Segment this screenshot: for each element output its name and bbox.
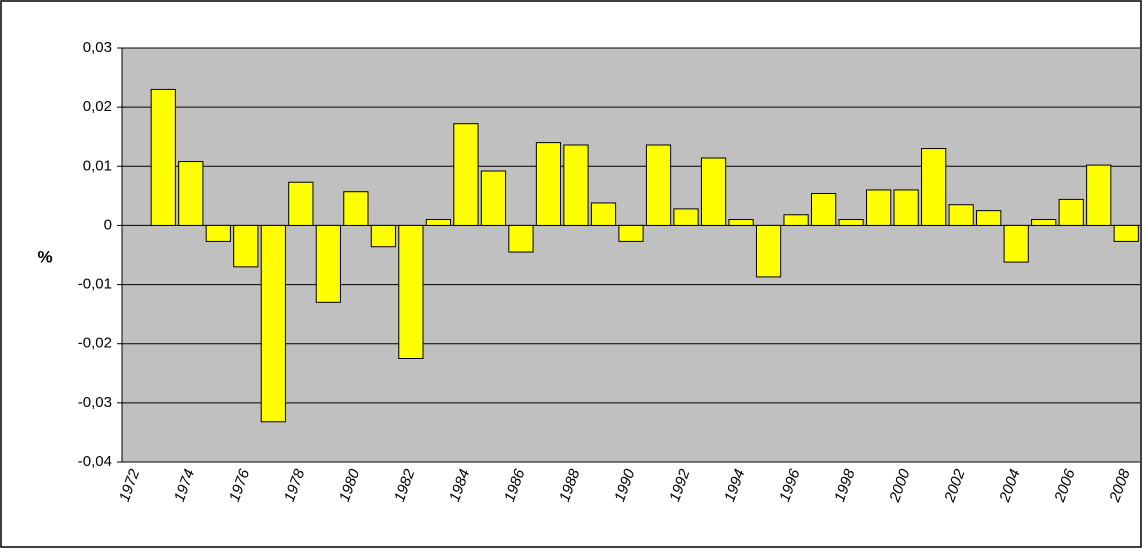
bar xyxy=(233,224,259,268)
bar xyxy=(1031,219,1057,226)
bar xyxy=(893,189,919,226)
bar xyxy=(921,148,947,226)
bar xyxy=(508,224,534,253)
bar xyxy=(783,214,809,226)
bar xyxy=(645,144,672,226)
bar xyxy=(370,224,396,248)
y-tick-label: 0,02 xyxy=(83,98,112,115)
bar xyxy=(976,210,1002,226)
y-tick-label: -0,02 xyxy=(78,335,112,352)
y-tick-label: 0,01 xyxy=(83,157,112,174)
bar xyxy=(1003,224,1029,263)
bar xyxy=(1086,164,1112,226)
bar xyxy=(178,161,204,226)
bar xyxy=(1113,224,1139,242)
bar xyxy=(1058,198,1084,226)
y-axis-label: % xyxy=(37,247,52,266)
y-tick-label: 0 xyxy=(104,216,112,233)
bar xyxy=(315,224,341,303)
bar xyxy=(590,202,617,226)
bar xyxy=(453,123,479,226)
bar xyxy=(673,208,699,226)
bar xyxy=(205,224,231,242)
bar xyxy=(700,157,727,226)
bar xyxy=(260,224,286,423)
bar xyxy=(343,191,369,226)
bar xyxy=(288,181,314,226)
y-tick-label: -0,01 xyxy=(78,276,112,293)
bar xyxy=(425,219,452,226)
bar xyxy=(480,170,507,226)
bar xyxy=(150,88,176,226)
bar xyxy=(563,144,589,226)
bar xyxy=(618,224,644,242)
bar xyxy=(535,142,562,226)
y-tick-label: -0,04 xyxy=(78,453,112,470)
bar xyxy=(728,219,754,226)
bar xyxy=(866,189,892,226)
bar xyxy=(398,224,424,359)
bar xyxy=(948,204,974,226)
bar xyxy=(755,224,782,278)
y-tick-label: -0,03 xyxy=(78,394,112,411)
bar xyxy=(838,219,864,226)
plot-area xyxy=(122,48,1140,462)
bar xyxy=(810,192,837,226)
y-tick-label: 0,03 xyxy=(83,39,112,56)
